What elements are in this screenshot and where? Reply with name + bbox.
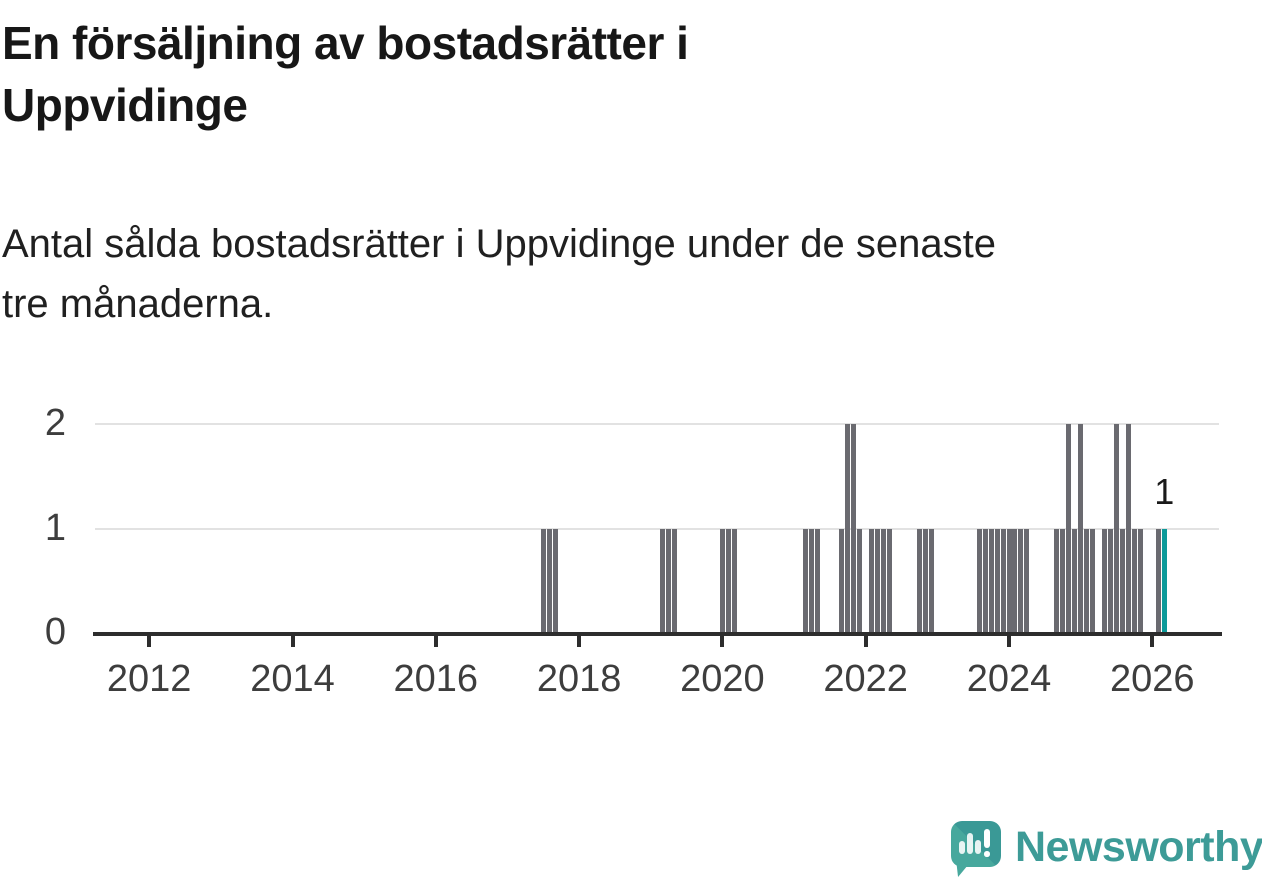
- bar-2021-04: [815, 529, 821, 634]
- y-tick-label: 1: [44, 506, 66, 549]
- bar-2021-08: [839, 529, 845, 634]
- x-axis-tick: [863, 636, 868, 647]
- bar-2023-10: [994, 529, 1000, 634]
- bar-2023-11: [1000, 529, 1006, 634]
- bar-2025-10: [1137, 529, 1143, 634]
- bar-2022-10: [922, 529, 928, 634]
- y-gridline: [95, 423, 1219, 425]
- bar-2025-04: [1102, 529, 1108, 634]
- x-axis-tick: [1150, 636, 1155, 647]
- bar-2019-02: [660, 529, 666, 634]
- bar-2024-12: [1078, 424, 1084, 634]
- bar-2025-08: [1125, 424, 1131, 634]
- bar-2023-07: [976, 529, 982, 634]
- x-tick-label: 2022: [823, 658, 908, 700]
- bar-2017-06: [540, 529, 546, 634]
- bar-2024-09: [1060, 529, 1066, 634]
- y-gridline: [95, 528, 1219, 530]
- logo-exclamation-icon: [984, 829, 990, 848]
- logo-bar-icon: [959, 841, 965, 854]
- logo-bar-icon: [975, 840, 981, 854]
- bar-2025-01: [1084, 529, 1090, 634]
- bar-2021-09: [845, 424, 851, 634]
- x-tick-label: 2014: [250, 658, 335, 700]
- bar-2021-02: [803, 529, 809, 634]
- bar-2019-03: [666, 529, 672, 634]
- bar-2025-07: [1119, 529, 1125, 634]
- bar-2017-08: [552, 529, 558, 634]
- chart-title: En försäljning av bostadsrätter i Uppvid…: [2, 17, 689, 131]
- y-tick-label: 2: [44, 401, 66, 444]
- x-axis-tick: [147, 636, 152, 647]
- bar-2022-09: [916, 529, 922, 634]
- x-tick-label: 2026: [1110, 658, 1195, 700]
- logo-bar-icon: [967, 833, 973, 854]
- bar-2021-03: [809, 529, 815, 634]
- bar-2025-06: [1113, 424, 1119, 634]
- bar-2019-12: [719, 529, 725, 634]
- bar-2025-09: [1131, 529, 1137, 634]
- x-axis-tick: [1007, 636, 1011, 647]
- bar-2022-04: [887, 529, 893, 634]
- bar-highlight-2026-02: [1161, 529, 1167, 634]
- x-tick-label: 2024: [966, 658, 1052, 700]
- x-axis-tick: [720, 636, 725, 647]
- bar-2024-08: [1054, 529, 1060, 634]
- latest-value-label: 1: [1154, 471, 1175, 512]
- x-axis-line: [93, 632, 1222, 636]
- bar-2020-02: [731, 529, 737, 634]
- bar-2023-09: [988, 529, 994, 634]
- bar-2023-08: [982, 529, 988, 634]
- x-tick-label: 2020: [680, 658, 765, 700]
- x-tick-label: 2018: [536, 658, 622, 700]
- y-tick-label: 0: [44, 611, 66, 653]
- logo-exclamation-dot-icon: [984, 851, 990, 857]
- bar-2020-01: [725, 529, 731, 634]
- bar-2021-11: [857, 529, 863, 634]
- bar-2024-02: [1018, 529, 1024, 634]
- bar-2017-07: [546, 529, 552, 634]
- bar-2026-01: [1155, 529, 1161, 634]
- bar-2024-03: [1024, 529, 1030, 634]
- x-axis-tick: [290, 636, 295, 647]
- bar-2025-02: [1090, 529, 1096, 634]
- bar-2019-04: [672, 529, 678, 634]
- bar-2022-01: [869, 529, 875, 634]
- x-axis-tick: [577, 636, 582, 647]
- bar-2022-03: [881, 529, 887, 634]
- bar-2024-10: [1066, 424, 1072, 634]
- bar-2021-10: [851, 424, 857, 634]
- bar-2024-11: [1072, 529, 1078, 634]
- bar-2025-05: [1108, 529, 1113, 634]
- x-tick-label: 2012: [106, 658, 192, 700]
- chart-subtitle: Antal sålda bostadsrätter i Uppvidinge u…: [2, 222, 996, 326]
- bar-2022-11: [928, 529, 934, 634]
- bar-2024-01: [1012, 529, 1018, 634]
- x-axis-tick: [433, 636, 438, 647]
- bar-2023-12: [1006, 529, 1012, 634]
- bar-2022-02: [875, 529, 881, 634]
- x-tick-label: 2016: [393, 658, 479, 700]
- brand-name: Newsworthy: [1015, 823, 1262, 871]
